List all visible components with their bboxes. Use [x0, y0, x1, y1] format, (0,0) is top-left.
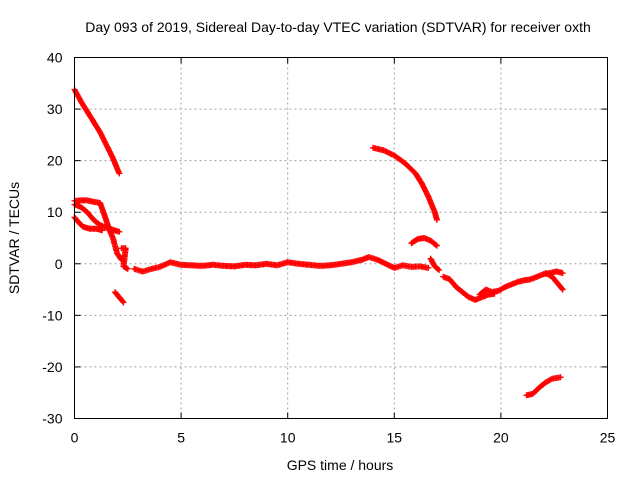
data-point [124, 265, 131, 272]
y-tick-label: 40 [47, 50, 63, 66]
series-arc-8 [370, 144, 440, 223]
x-tick-label: 0 [71, 430, 79, 446]
data-point [120, 299, 127, 306]
data-point [99, 227, 106, 234]
series-arc-9 [408, 235, 440, 249]
y-tick-label: 0 [55, 256, 63, 272]
x-tick-label: 25 [600, 430, 616, 446]
series-arc-14 [523, 374, 564, 399]
y-tick-label: 10 [47, 204, 63, 220]
series-arc-12 [476, 268, 566, 298]
data-point [433, 242, 440, 249]
y-tick-label: -10 [42, 307, 62, 323]
data-point [559, 270, 566, 277]
data-point [116, 228, 123, 235]
series-arc-10 [427, 255, 443, 273]
x-tick-label: 20 [493, 430, 509, 446]
series-arc-4 [71, 214, 106, 234]
data-point [558, 285, 565, 292]
y-tick-label: 20 [47, 153, 63, 169]
data-point [435, 266, 441, 273]
data-point [383, 148, 390, 155]
data-point [557, 374, 564, 381]
series-arc-6 [118, 245, 131, 272]
x-tick-label: 5 [177, 430, 185, 446]
data-point [119, 298, 126, 305]
grid-lines [74, 57, 608, 419]
y-tick-label: -20 [42, 359, 62, 375]
chart-title: Day 093 of 2019, Sidereal Day-to-day VTE… [85, 19, 591, 35]
plot-frame [74, 57, 608, 419]
axis-ticks [74, 57, 608, 419]
x-axis-label: GPS time / hours [287, 457, 394, 473]
data-point [432, 241, 439, 248]
y-tick-label: -30 [42, 411, 62, 427]
y-axis-label: SDTVAR / TECUs [6, 182, 22, 294]
x-tick-label: 10 [280, 430, 296, 446]
data-point [116, 170, 123, 177]
x-tick-labels: 0 5 10 15 20 25 [71, 430, 616, 446]
series-arc-13 [542, 270, 566, 293]
data-point [436, 267, 443, 273]
series-arc-7 [131, 254, 432, 275]
data-point [433, 216, 440, 223]
data-marks [71, 86, 566, 399]
data-point [547, 376, 554, 383]
series-arc-5 [112, 289, 127, 306]
x-tick-label: 15 [387, 430, 403, 446]
y-tick-labels: -30 -20 -10 0 10 20 30 40 [42, 50, 62, 427]
series-arc-3 [71, 201, 123, 235]
series-arc-1 [71, 86, 123, 177]
data-point [425, 264, 432, 271]
data-point [559, 286, 566, 293]
y-tick-label: 30 [47, 101, 63, 117]
